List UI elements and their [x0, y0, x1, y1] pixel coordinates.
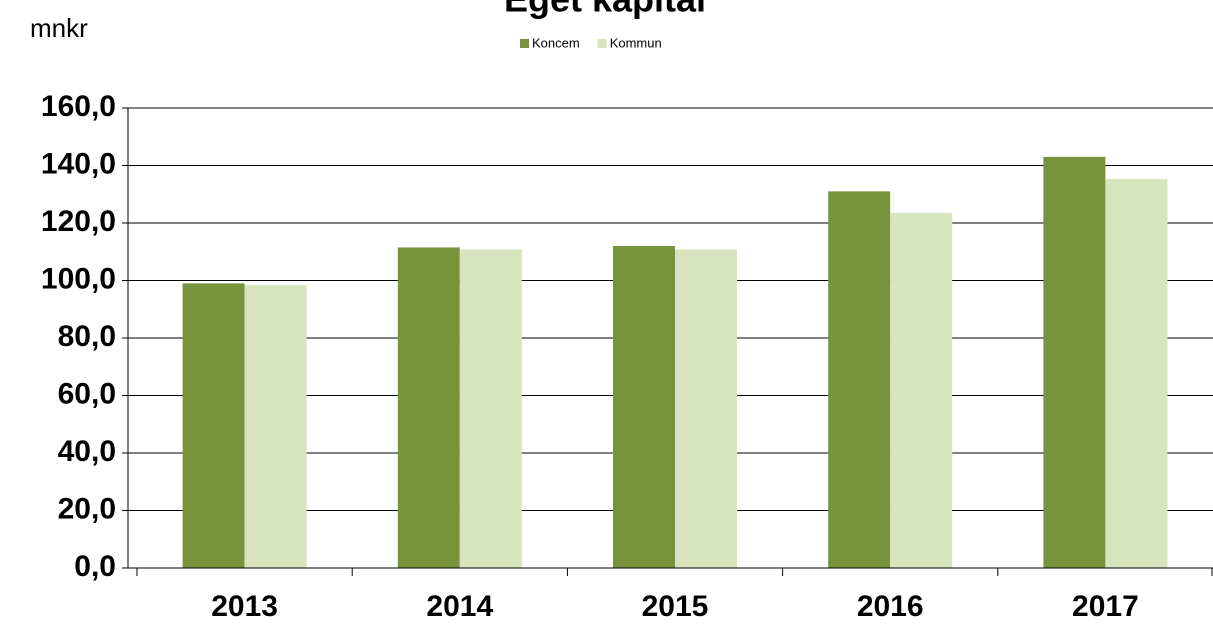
bar	[244, 285, 307, 568]
legend-label: Koncem	[532, 35, 580, 50]
x-tick-label: 2015	[642, 590, 709, 623]
x-tick-label: 2013	[211, 590, 278, 623]
bar	[828, 191, 891, 568]
bar	[1043, 156, 1106, 568]
y-tick-label: 160,0	[41, 90, 116, 123]
y-axis-label: mnkr	[30, 13, 88, 43]
y-tick-label: 120,0	[41, 205, 116, 238]
y-tick-label: 100,0	[41, 262, 116, 295]
bar	[890, 212, 953, 568]
y-tick-label: 60,0	[58, 377, 116, 410]
x-tick-label: 2017	[1072, 590, 1139, 623]
legend-label: Kommun	[610, 35, 662, 50]
y-tick-label: 0,0	[74, 550, 116, 583]
bar	[182, 283, 245, 568]
x-tick-label: 2014	[426, 590, 493, 623]
y-tick-label: 20,0	[58, 492, 116, 525]
bar	[459, 249, 522, 568]
y-tick-label: 40,0	[58, 435, 116, 468]
chart-title: Eget kapital	[504, 0, 706, 20]
y-tick-label: 80,0	[58, 320, 116, 353]
bar	[613, 246, 675, 568]
bar	[1105, 179, 1168, 568]
x-tick-label: 2016	[857, 590, 924, 623]
y-tick-label: 140,0	[41, 147, 116, 180]
legend-swatch	[520, 39, 529, 48]
bar	[675, 249, 737, 568]
legend-swatch	[597, 39, 607, 48]
bar	[397, 247, 460, 568]
